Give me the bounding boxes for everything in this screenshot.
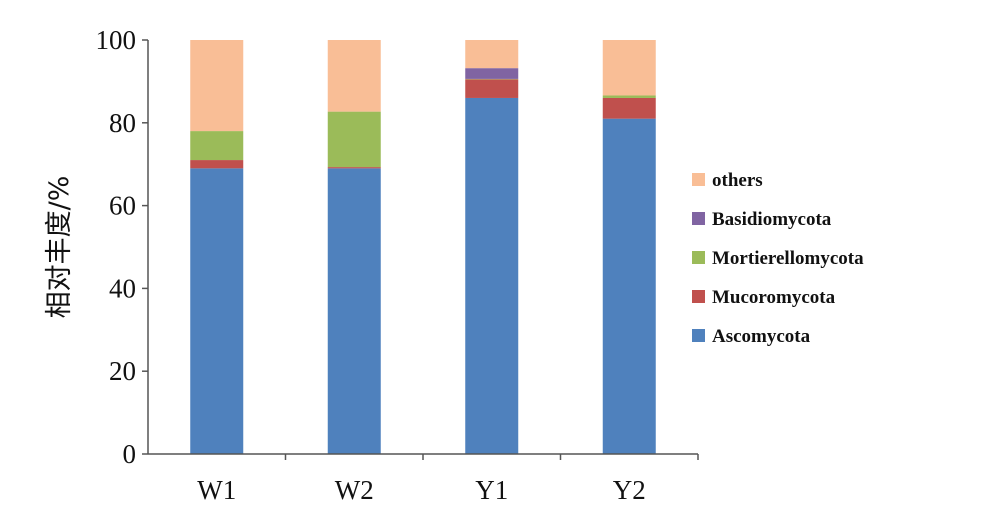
x-tick-label: W2 xyxy=(335,475,374,505)
x-tick-label: Y2 xyxy=(613,475,646,505)
bar-segment-mortierellomycota-w1 xyxy=(190,131,244,161)
legend-swatch-basidiomycota xyxy=(692,212,705,225)
legend-swatch-ascomycota xyxy=(692,329,705,342)
legend-swatch-mortierellomycota xyxy=(692,251,705,264)
y-tick-label: 100 xyxy=(96,25,137,55)
bar-segment-others-y2 xyxy=(602,40,656,96)
legend-swatch-others xyxy=(692,173,705,186)
y-tick-label: 60 xyxy=(109,191,136,221)
legend-label-mortierellomycota: Mortierellomycota xyxy=(712,248,864,269)
y-tick-label: 40 xyxy=(109,273,136,303)
legend-label-others: others xyxy=(712,170,763,191)
bar-segment-ascomycota-w1 xyxy=(190,168,244,454)
bar-segment-others-y1 xyxy=(465,40,519,69)
legend: others Basidiomycota Mortierellomycota Muco… xyxy=(692,170,864,347)
bar-segment-mucoromycota-w1 xyxy=(190,160,244,169)
bar-segment-ascomycota-y1 xyxy=(465,97,519,455)
y-axis-label: 相对丰度/% xyxy=(44,176,75,319)
y-tick-label: 20 xyxy=(109,356,136,386)
legend-label-basidiomycota: Basidiomycota xyxy=(712,209,832,230)
bar-segment-basidiomycota-y1 xyxy=(465,68,519,79)
bar-segment-mucoromycota-y2 xyxy=(602,97,656,119)
y-tick-labels: 0 20 40 60 80 100 xyxy=(96,25,148,469)
bar-segment-others-w1 xyxy=(190,40,244,132)
legend-label-mucoromycota: Mucoromycota xyxy=(712,287,836,308)
x-tick-label: W1 xyxy=(197,475,236,505)
legend-swatch-mucoromycota xyxy=(692,290,705,303)
x-tick-labels: W1 W2 Y1 Y2 xyxy=(197,454,699,505)
bar-segment-others-w2 xyxy=(327,40,381,112)
y-tick-label: 80 xyxy=(109,108,136,138)
bar-segment-ascomycota-w2 xyxy=(327,168,381,454)
x-tick-label: Y1 xyxy=(475,475,508,505)
bars-layer xyxy=(190,40,656,455)
y-tick-label: 0 xyxy=(123,439,137,469)
bar-segment-mucoromycota-y1 xyxy=(465,79,519,98)
bar-segment-mortierellomycota-y2 xyxy=(602,95,656,98)
bar-segment-mucoromycota-w2 xyxy=(327,167,381,169)
bar-segment-mortierellomycota-w2 xyxy=(327,111,381,168)
legend-label-ascomycota: Ascomycota xyxy=(712,326,811,347)
bar-segment-ascomycota-y2 xyxy=(602,118,656,454)
